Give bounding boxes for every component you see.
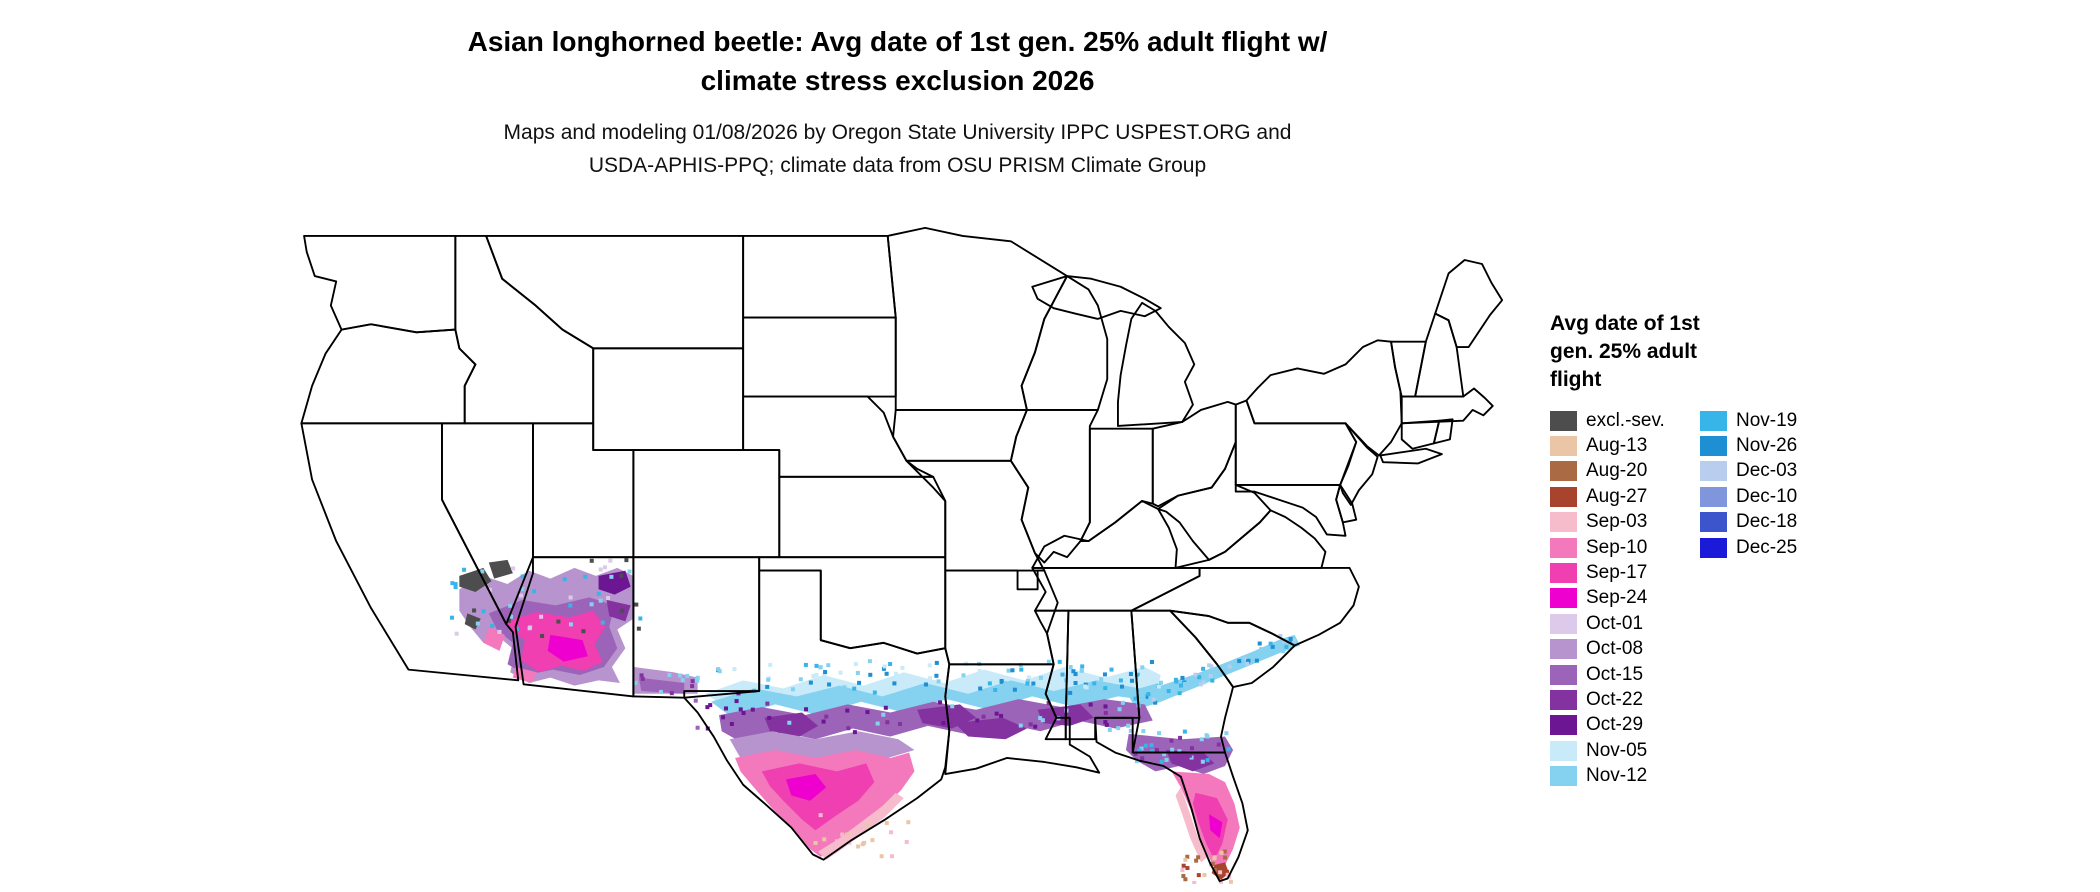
us-map xyxy=(300,226,1504,884)
legend-swatch xyxy=(1550,715,1577,736)
legend-label: Nov-12 xyxy=(1586,765,1648,787)
legend-swatch xyxy=(1550,537,1577,558)
map-subtitle-line1: Maps and modeling 01/08/2026 by Oregon S… xyxy=(503,121,1292,144)
legend-label: Aug-20 xyxy=(1586,460,1648,482)
legend-row: Dec-03 xyxy=(1700,459,1797,484)
legend-swatch xyxy=(1550,664,1577,685)
legend-row: Nov-12 xyxy=(1550,763,1665,788)
legend-swatch xyxy=(1550,461,1577,482)
legend-row: Oct-01 xyxy=(1550,611,1665,636)
legend-row: Nov-26 xyxy=(1700,433,1797,458)
legend-label: excl.-sev. xyxy=(1586,409,1665,431)
legend-swatch xyxy=(1700,537,1727,558)
legend-swatch xyxy=(1550,512,1577,533)
raster-nov12-gulf-band xyxy=(711,680,1161,718)
legend-label: Sep-03 xyxy=(1586,511,1648,533)
legend-row: Dec-25 xyxy=(1700,535,1797,560)
raster-oct22-fl-north xyxy=(1166,749,1215,772)
legend-column-2: Nov-19 Nov-26 Dec-03 Dec-10 Dec-18 Dec-2… xyxy=(1700,408,1797,560)
legend-row: excl.-sev. xyxy=(1550,408,1665,433)
legend-row: Oct-15 xyxy=(1550,662,1665,687)
legend-label: Aug-13 xyxy=(1586,435,1648,457)
legend-row: Oct-29 xyxy=(1550,713,1665,738)
legend-label: Dec-18 xyxy=(1736,511,1798,533)
legend: Avg date of 1st gen. 25% adult flight ex… xyxy=(1550,310,1850,787)
legend-row: Sep-24 xyxy=(1550,586,1665,611)
legend-label: Dec-10 xyxy=(1736,485,1798,507)
raster-sep03-fl-coast xyxy=(1175,787,1208,863)
legend-swatch xyxy=(1550,740,1577,761)
map-title-line2: climate stress exclusion 2026 xyxy=(700,65,1095,96)
raster-oct15-nm-strip xyxy=(638,677,685,694)
legend-label: Sep-10 xyxy=(1586,536,1648,558)
legend-swatch xyxy=(1550,410,1577,431)
legend-swatch xyxy=(1550,436,1577,457)
legend-label: Dec-03 xyxy=(1736,460,1798,482)
legend-swatch xyxy=(1550,639,1577,660)
legend-label: Oct-29 xyxy=(1586,714,1644,736)
raster-oct22-patch-la2 xyxy=(954,717,1027,740)
raster-excl-az-1 xyxy=(459,567,492,592)
legend-row: Oct-08 xyxy=(1550,637,1665,662)
legend-label: Aug-27 xyxy=(1586,485,1648,507)
legend-swatch xyxy=(1550,563,1577,584)
raster-overlay xyxy=(449,558,1300,884)
legend-swatch xyxy=(1550,588,1577,609)
legend-label: Oct-22 xyxy=(1586,688,1644,710)
legend-label: Sep-24 xyxy=(1586,587,1648,609)
raster-speckles xyxy=(449,558,1296,884)
map-title-line1: Asian longhorned beetle: Avg date of 1st… xyxy=(467,26,1328,57)
legend-row: Oct-22 xyxy=(1550,687,1665,712)
raster-excl-az-2 xyxy=(488,559,513,579)
legend-swatch xyxy=(1550,689,1577,710)
legend-row: Sep-03 xyxy=(1550,510,1665,535)
legend-label: Oct-08 xyxy=(1586,638,1644,660)
legend-label: Nov-05 xyxy=(1586,739,1648,761)
raster-oct22-az-e xyxy=(606,600,631,622)
legend-label: Dec-25 xyxy=(1736,536,1798,558)
raster-sep24-tx xyxy=(785,774,827,801)
map-subtitle-line2: USDA-APHIS-PPQ; climate data from OSU PR… xyxy=(588,154,1207,177)
legend-row: Sep-17 xyxy=(1550,560,1665,585)
map-subtitle: Maps and modeling 01/08/2026 by Oregon S… xyxy=(0,116,1795,182)
legend-swatch xyxy=(1700,461,1727,482)
raster-sep24-fl xyxy=(1208,814,1223,839)
legend-row: Nov-19 xyxy=(1700,408,1797,433)
legend-label: Oct-01 xyxy=(1586,612,1644,634)
legend-row: Aug-13 xyxy=(1550,433,1665,458)
legend-row: Aug-27 xyxy=(1550,484,1665,509)
legend-swatch xyxy=(1700,436,1727,457)
legend-row: Dec-10 xyxy=(1700,484,1797,509)
raster-sep03-tx-coast xyxy=(818,792,904,860)
legend-swatch xyxy=(1550,486,1577,507)
legend-label: Nov-19 xyxy=(1736,409,1798,431)
header: Asian longhorned beetle: Avg date of 1st… xyxy=(0,22,1795,182)
legend-swatch xyxy=(1550,766,1577,787)
legend-title-line3: flight xyxy=(1550,368,1602,391)
legend-label: Oct-15 xyxy=(1586,663,1644,685)
legend-title-line2: gen. 25% adult xyxy=(1550,340,1698,363)
legend-swatch xyxy=(1700,512,1727,533)
legend-row: Nov-05 xyxy=(1550,738,1665,763)
legend-swatch xyxy=(1700,486,1727,507)
legend-swatch xyxy=(1700,410,1727,431)
legend-label: Sep-17 xyxy=(1586,562,1648,584)
legend-row: Sep-10 xyxy=(1550,535,1665,560)
legend-title-line1: Avg date of 1st xyxy=(1550,312,1700,335)
legend-row: Aug-20 xyxy=(1550,459,1665,484)
legend-column-1: excl.-sev. Aug-13 Aug-20 Aug-27 Sep-03 S… xyxy=(1550,408,1665,789)
raster-sep24-az xyxy=(547,634,588,662)
legend-swatch xyxy=(1550,613,1577,634)
legend-row: Dec-18 xyxy=(1700,510,1797,535)
legend-label: Nov-26 xyxy=(1736,435,1798,457)
